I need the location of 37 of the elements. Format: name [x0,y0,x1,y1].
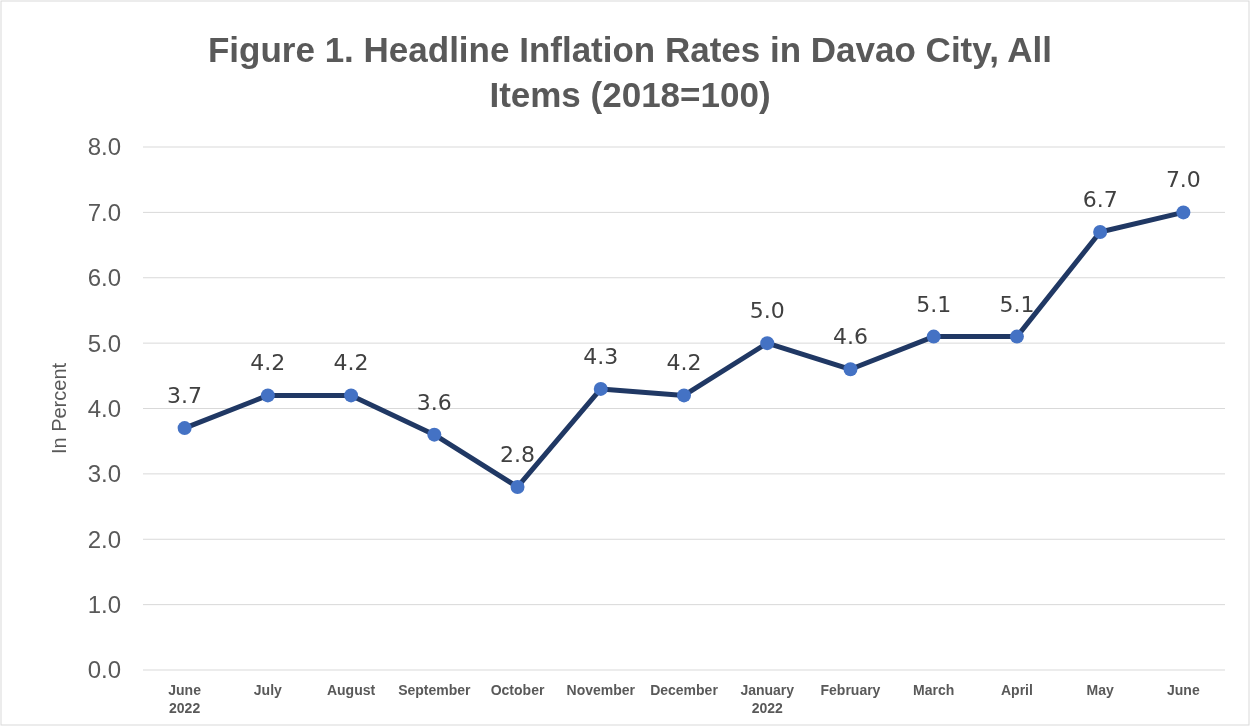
x-tick-label: January 2022 [740,682,795,716]
x-tick-label: October [490,682,545,698]
x-tick-label: June [1167,682,1200,698]
x-tick-label: August [326,682,376,698]
data-label: 4.6 [832,324,868,350]
data-label: 3.7 [167,383,203,409]
y-tick-label: 7.0 [87,198,121,226]
x-tick-label: April [1000,682,1033,698]
data-label: 4.3 [583,343,619,369]
y-tick-label: 5.0 [87,329,121,357]
x-tick-label: November [566,682,636,698]
x-tick-label: July [253,682,283,698]
y-tick-label: 3.0 [87,460,121,488]
y-tick-label: 1.0 [87,591,121,619]
data-label: 2.8 [500,441,536,467]
x-tick-label: December [650,682,719,698]
y-tick-label: 4.0 [87,394,121,422]
data-label: 5.1 [916,291,952,317]
data-label: 5.0 [749,298,785,324]
data-label: 4.2 [333,350,369,376]
y-tick-label: 8.0 [87,133,121,161]
x-tick-label: March [913,682,955,698]
data-label: 4.2 [666,350,702,376]
x-tick-label: September [398,682,472,698]
data-label: 5.1 [999,291,1035,317]
y-tick-label: 0.0 [87,656,121,684]
x-tick-label: June 2022 [168,682,202,716]
data-label: 4.2 [250,350,286,376]
x-tick-label: May [1086,682,1114,698]
y-tick-label: 6.0 [87,264,121,292]
data-label: 3.6 [416,389,452,415]
y-axis-title: In Percent [48,362,70,455]
data-label: 6.7 [1082,186,1118,212]
y-tick-label: 2.0 [87,525,121,553]
chart-title: Figure 1. Headline Inflation Rates in Davao City, All Items (2018=100) [207,30,1053,114]
x-tick-label: February [820,682,881,698]
data-label: 7.0 [1165,167,1201,193]
